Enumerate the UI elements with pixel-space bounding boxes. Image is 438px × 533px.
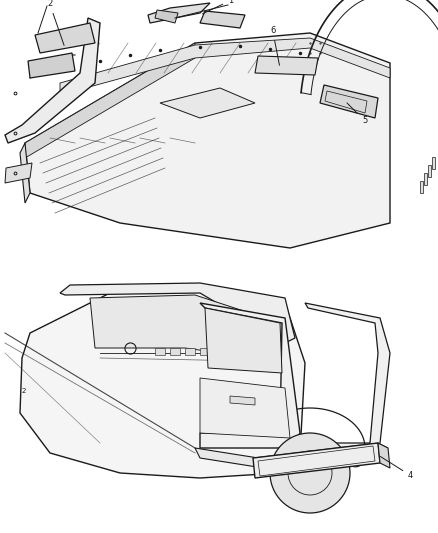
Circle shape bbox=[270, 433, 350, 513]
Text: 5: 5 bbox=[347, 103, 367, 125]
Polygon shape bbox=[253, 443, 380, 478]
Polygon shape bbox=[432, 157, 435, 169]
Text: 2: 2 bbox=[22, 388, 26, 394]
Polygon shape bbox=[160, 88, 255, 118]
Polygon shape bbox=[305, 303, 390, 458]
Polygon shape bbox=[20, 288, 305, 478]
Text: 2: 2 bbox=[47, 0, 64, 45]
Polygon shape bbox=[148, 3, 210, 23]
Polygon shape bbox=[170, 348, 180, 355]
Polygon shape bbox=[195, 448, 295, 473]
Polygon shape bbox=[25, 33, 390, 248]
Polygon shape bbox=[90, 295, 265, 358]
Polygon shape bbox=[200, 303, 300, 448]
Polygon shape bbox=[5, 163, 32, 183]
Text: 6: 6 bbox=[270, 26, 279, 65]
Polygon shape bbox=[200, 378, 290, 438]
Polygon shape bbox=[28, 53, 75, 78]
Polygon shape bbox=[205, 308, 282, 373]
Polygon shape bbox=[428, 165, 431, 177]
Polygon shape bbox=[60, 38, 390, 95]
Polygon shape bbox=[320, 85, 378, 118]
Polygon shape bbox=[25, 43, 195, 158]
Polygon shape bbox=[200, 348, 210, 355]
Text: 4: 4 bbox=[380, 456, 413, 480]
Polygon shape bbox=[424, 173, 427, 185]
Polygon shape bbox=[420, 181, 423, 193]
Polygon shape bbox=[230, 396, 255, 405]
Polygon shape bbox=[255, 56, 318, 75]
Polygon shape bbox=[378, 443, 390, 468]
Polygon shape bbox=[253, 443, 388, 463]
Polygon shape bbox=[5, 18, 100, 143]
Text: 1: 1 bbox=[202, 0, 233, 14]
Polygon shape bbox=[155, 10, 178, 23]
Polygon shape bbox=[20, 143, 30, 203]
Polygon shape bbox=[200, 11, 245, 28]
Polygon shape bbox=[185, 348, 195, 355]
Polygon shape bbox=[60, 283, 295, 343]
Polygon shape bbox=[35, 23, 95, 53]
Polygon shape bbox=[155, 348, 165, 355]
